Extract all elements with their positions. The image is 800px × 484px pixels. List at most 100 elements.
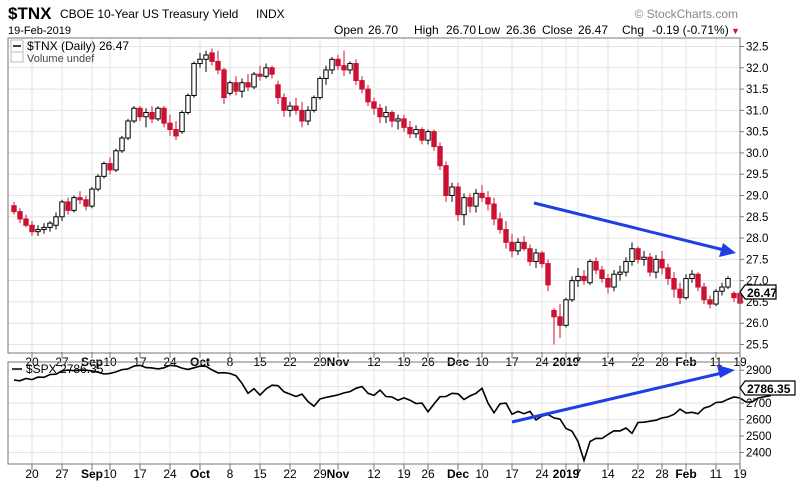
candle xyxy=(395,114,401,130)
candle-body xyxy=(419,129,425,141)
candle xyxy=(137,106,143,122)
candle xyxy=(251,72,257,90)
symbol: $TNX xyxy=(8,4,52,23)
x-tick-label: 29 xyxy=(313,467,327,481)
y-tick-label: 2600 xyxy=(746,415,772,427)
candle-body xyxy=(677,288,683,299)
candle xyxy=(113,148,119,173)
watermark: © StockCharts.com xyxy=(634,7,738,21)
x-tick-label: 11 xyxy=(710,467,723,481)
y-tick-label: 26.5 xyxy=(746,297,768,309)
chg-label: Chg xyxy=(622,23,644,37)
candle xyxy=(545,259,551,292)
candle xyxy=(563,297,569,328)
candle-body xyxy=(575,275,581,282)
x-tick-label: 22 xyxy=(631,467,645,481)
ohlc-readout: Open 26.70 High 26.70 Low 26.36 Close 26… xyxy=(334,23,740,37)
candle xyxy=(11,201,17,215)
candle xyxy=(131,106,137,124)
candle xyxy=(41,223,47,234)
candle xyxy=(365,84,371,107)
candle-body xyxy=(647,256,653,273)
open-label: Open xyxy=(334,23,363,37)
y-tick-label: 28.0 xyxy=(746,233,768,245)
candle-body xyxy=(701,286,707,301)
candle-body xyxy=(185,94,191,113)
candle xyxy=(167,114,173,136)
x-tick-label: 26 xyxy=(421,467,435,481)
x-tick-label: 27 xyxy=(55,467,69,481)
candle xyxy=(29,221,35,236)
candle xyxy=(47,221,53,232)
price-grid xyxy=(8,38,741,353)
candle-body xyxy=(611,273,617,288)
candle-body xyxy=(215,60,221,71)
candle-body xyxy=(149,111,155,120)
candle-body xyxy=(59,201,65,218)
candle xyxy=(257,65,263,81)
candle xyxy=(467,193,473,213)
price-legend: $TNX (Daily) 26.47 xyxy=(27,39,129,53)
spx-grid xyxy=(8,362,741,464)
candle xyxy=(89,186,95,209)
candle-body xyxy=(65,201,71,211)
candle xyxy=(659,250,665,275)
instrument-name: CBOE 10-Year US Treasury Yield xyxy=(60,7,238,21)
chg-down-arrow-icon: ▼ xyxy=(731,26,740,36)
candle-body xyxy=(131,107,137,122)
candle-body xyxy=(515,241,521,252)
candle-body xyxy=(413,129,419,135)
candle xyxy=(557,304,563,339)
candle-body xyxy=(683,278,689,299)
candle-body xyxy=(527,248,533,262)
candle-body xyxy=(269,67,275,75)
candle-body xyxy=(509,241,515,252)
x-tick-label: Sep xyxy=(81,467,103,481)
candle xyxy=(683,274,689,300)
candle-body xyxy=(539,252,545,265)
x-tick-label: 7 xyxy=(575,467,582,481)
candle xyxy=(575,267,581,288)
candle xyxy=(503,221,509,249)
candle-body xyxy=(11,205,17,213)
candle xyxy=(245,74,251,92)
candle-body xyxy=(707,299,713,305)
chart-date: 19-Feb-2019 xyxy=(8,25,71,37)
candle xyxy=(317,76,323,100)
candle-body xyxy=(569,280,575,301)
candle-body xyxy=(53,216,59,226)
candle-body xyxy=(161,107,167,124)
y-tick-label: 28.5 xyxy=(746,212,768,224)
candle xyxy=(275,80,281,104)
x-tick-label: Feb xyxy=(675,467,696,481)
candle xyxy=(587,259,593,285)
candle xyxy=(329,57,335,75)
candle-body xyxy=(125,120,131,139)
candle xyxy=(227,80,233,96)
candle-body xyxy=(197,58,203,65)
price-last-value: 26.47 xyxy=(747,286,777,300)
candle xyxy=(617,265,623,281)
candle xyxy=(719,282,725,296)
candle-body xyxy=(365,88,371,103)
candle-body xyxy=(95,175,101,190)
candle xyxy=(119,135,125,153)
price-last-value-tag: 26.47 xyxy=(739,284,777,300)
candle xyxy=(431,129,437,151)
y-tick-label: 2900 xyxy=(746,365,772,377)
candle-body xyxy=(209,52,215,62)
candle xyxy=(665,263,671,285)
candle xyxy=(641,250,647,266)
candle xyxy=(605,274,611,294)
candle xyxy=(551,308,557,345)
candle-body xyxy=(71,197,77,211)
low-label: Low xyxy=(478,23,500,37)
candle-body xyxy=(533,252,539,262)
candle-body xyxy=(353,63,359,82)
candle xyxy=(539,250,545,268)
spx-last-tag-shape xyxy=(739,380,796,396)
candle-body xyxy=(617,271,623,275)
candle-body xyxy=(431,131,437,148)
candle xyxy=(581,269,587,285)
